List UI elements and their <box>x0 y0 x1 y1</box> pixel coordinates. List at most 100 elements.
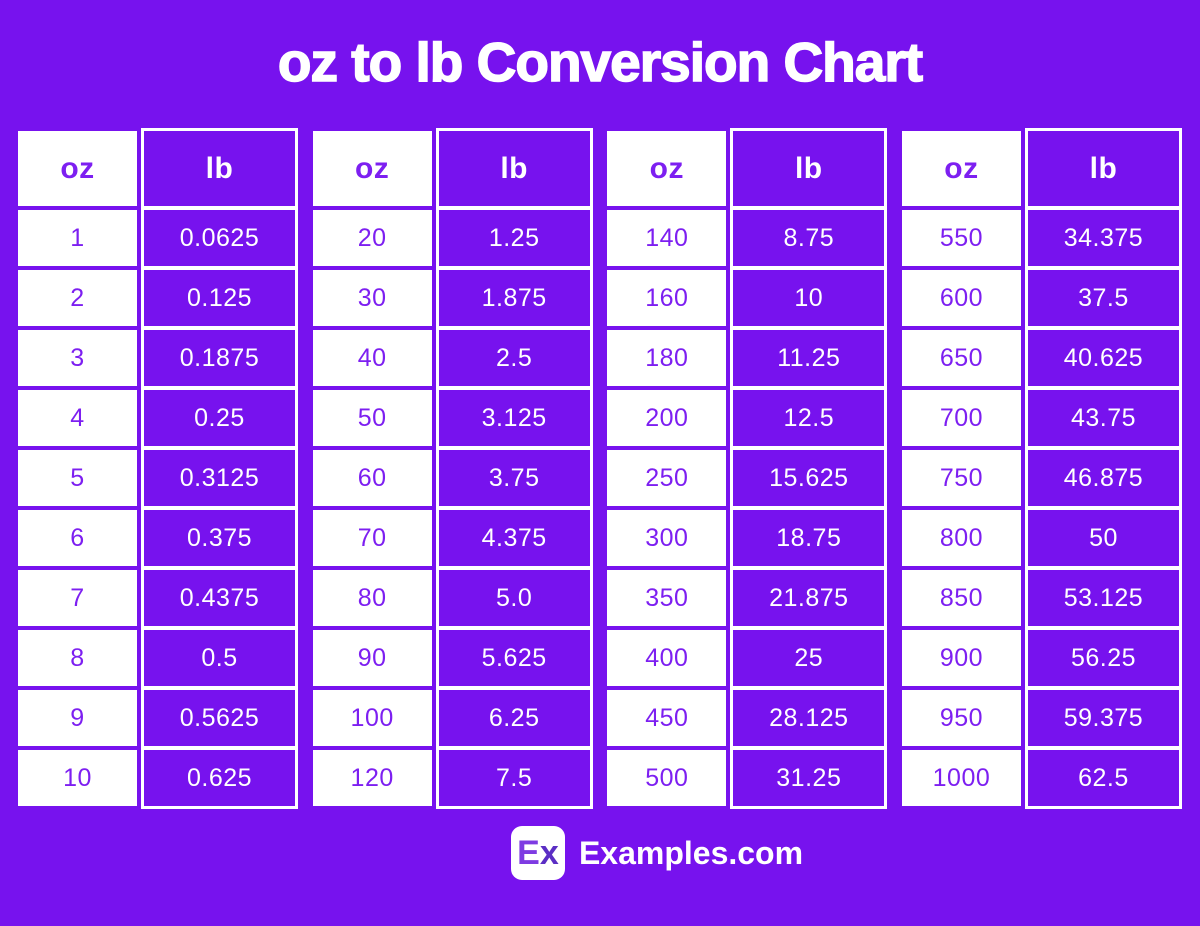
conversion-table-group: oz 140 160 180 200 250 300 350 400 450 500 lb 8.7… <box>607 128 888 809</box>
lb-cell: 5.0 <box>438 570 590 626</box>
oz-cell: 350 <box>607 570 727 626</box>
conversion-table-group: oz 20 30 40 50 60 70 80 90 100 120 lb 1.25 1.875 2.… <box>312 128 593 809</box>
lb-header-cell: lb <box>1027 131 1179 206</box>
lb-cell: 0.25 <box>144 390 295 446</box>
lb-cell: 0.5625 <box>144 690 295 746</box>
lb-cell: 0.125 <box>144 270 295 326</box>
lb-cell: 11.25 <box>733 330 885 386</box>
oz-cell: 140 <box>607 210 727 266</box>
oz-cell: 200 <box>607 390 727 446</box>
lb-cell: 53.125 <box>1027 570 1179 626</box>
oz-column: oz 20 30 40 50 60 70 80 90 100 120 <box>312 131 432 809</box>
oz-cell: 120 <box>312 750 432 806</box>
logo-letter-e: E <box>517 833 540 872</box>
lb-cell: 25 <box>733 630 885 686</box>
oz-cell: 30 <box>312 270 432 326</box>
oz-cell: 950 <box>901 690 1021 746</box>
conversion-table-group: oz 550 600 650 700 750 800 850 900 950 1000 lb 34… <box>901 128 1182 809</box>
lb-column: lb 1.25 1.875 2.5 3.125 3.75 4.375 5.0 5.625 6.2… <box>435 128 593 809</box>
oz-cell: 500 <box>607 750 727 806</box>
oz-cell: 600 <box>901 270 1021 326</box>
oz-cell: 180 <box>607 330 727 386</box>
lb-cell: 6.25 <box>438 690 590 746</box>
lb-header-cell: lb <box>438 131 590 206</box>
oz-cell: 450 <box>607 690 727 746</box>
oz-cell: 8 <box>18 630 137 686</box>
oz-cell: 1000 <box>901 750 1021 806</box>
lb-cell: 1.25 <box>438 210 590 266</box>
lb-cell: 7.5 <box>438 750 590 806</box>
oz-cell: 40 <box>312 330 432 386</box>
oz-column: oz 140 160 180 200 250 300 350 400 450 500 <box>607 131 727 809</box>
lb-cell: 0.0625 <box>144 210 295 266</box>
oz-cell: 750 <box>901 450 1021 506</box>
oz-cell: 700 <box>901 390 1021 446</box>
lb-cell: 15.625 <box>733 450 885 506</box>
lb-cell: 62.5 <box>1027 750 1179 806</box>
page-title: oz to lb Conversion Chart <box>277 30 924 94</box>
lb-cell: 0.4375 <box>144 570 295 626</box>
lb-header-cell: lb <box>144 131 295 206</box>
lb-column: lb 8.75 10 11.25 12.5 15.625 18.75 21.875 25 28.… <box>730 128 888 809</box>
oz-cell: 60 <box>312 450 432 506</box>
lb-cell: 0.375 <box>144 510 295 566</box>
lb-cell: 46.875 <box>1027 450 1179 506</box>
lb-cell: 56.25 <box>1027 630 1179 686</box>
lb-cell: 5.625 <box>438 630 590 686</box>
lb-cell: 34.375 <box>1027 210 1179 266</box>
oz-cell: 7 <box>18 570 137 626</box>
lb-cell: 12.5 <box>733 390 885 446</box>
oz-cell: 2 <box>18 270 137 326</box>
lb-cell: 0.625 <box>144 750 295 806</box>
site-name: Examples.com <box>578 834 804 871</box>
lb-column: lb 0.0625 0.125 0.1875 0.25 0.3125 0.375 0.437… <box>141 128 298 809</box>
lb-cell: 31.25 <box>733 750 885 806</box>
lb-cell: 28.125 <box>733 690 885 746</box>
conversion-tables: oz 1 2 3 4 5 6 7 8 9 10 lb 0.0625 0.125 0.1875 0.25 0… <box>0 128 1200 809</box>
lb-cell: 3.125 <box>438 390 590 446</box>
oz-cell: 160 <box>607 270 727 326</box>
oz-cell: 5 <box>18 450 137 506</box>
lb-cell: 8.75 <box>733 210 885 266</box>
lb-cell: 1.875 <box>438 270 590 326</box>
oz-cell: 3 <box>18 330 137 386</box>
oz-column: oz 1 2 3 4 5 6 7 8 9 10 <box>18 131 137 809</box>
oz-cell: 50 <box>312 390 432 446</box>
lb-cell: 0.3125 <box>144 450 295 506</box>
lb-cell: 21.875 <box>733 570 885 626</box>
oz-cell: 80 <box>312 570 432 626</box>
conversion-table-group: oz 1 2 3 4 5 6 7 8 9 10 lb 0.0625 0.125 0.1875 0.25 0… <box>18 128 298 809</box>
oz-cell: 300 <box>607 510 727 566</box>
oz-cell: 90 <box>312 630 432 686</box>
logo-letter-x: x <box>539 833 559 872</box>
lb-header-cell: lb <box>733 131 885 206</box>
oz-header-cell: oz <box>312 131 432 206</box>
lb-cell: 40.625 <box>1027 330 1179 386</box>
oz-header-cell: oz <box>18 131 137 206</box>
oz-cell: 1 <box>18 210 137 266</box>
lb-cell: 0.5 <box>144 630 295 686</box>
lb-cell: 37.5 <box>1027 270 1179 326</box>
oz-cell: 4 <box>18 390 137 446</box>
lb-cell: 59.375 <box>1027 690 1179 746</box>
oz-cell: 70 <box>312 510 432 566</box>
lb-cell: 3.75 <box>438 450 590 506</box>
lb-cell: 43.75 <box>1027 390 1179 446</box>
oz-cell: 550 <box>901 210 1021 266</box>
lb-cell: 2.5 <box>438 330 590 386</box>
oz-cell: 6 <box>18 510 137 566</box>
oz-cell: 10 <box>18 750 137 806</box>
oz-cell: 850 <box>901 570 1021 626</box>
page-root: oz to lb Conversion Chart oz 1 2 3 4 5 6 7 8 9 10… <box>0 26 1200 880</box>
oz-cell: 900 <box>901 630 1021 686</box>
oz-cell: 20 <box>312 210 432 266</box>
oz-cell: 650 <box>901 330 1021 386</box>
oz-column: oz 550 600 650 700 750 800 850 900 950 1000 <box>901 131 1021 809</box>
lb-cell: 18.75 <box>733 510 885 566</box>
lb-cell: 0.1875 <box>144 330 295 386</box>
oz-cell: 400 <box>607 630 727 686</box>
oz-header-cell: oz <box>901 131 1021 206</box>
oz-header-cell: oz <box>607 131 727 206</box>
